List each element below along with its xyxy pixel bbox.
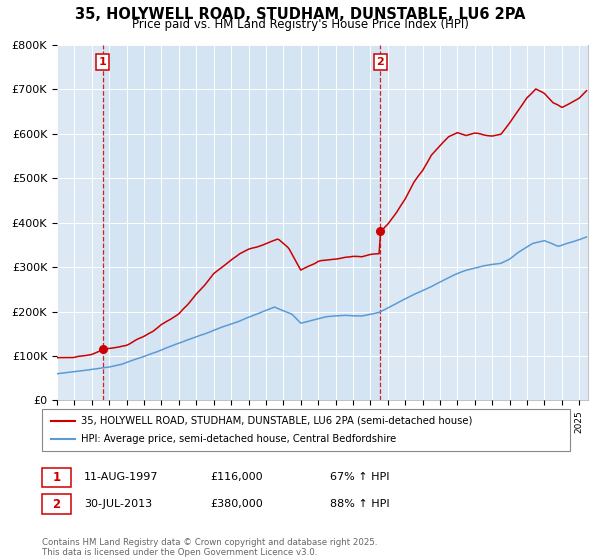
Text: 1: 1 (52, 470, 61, 484)
Text: 2: 2 (52, 497, 61, 511)
Text: 11-AUG-1997: 11-AUG-1997 (84, 472, 158, 482)
Text: Contains HM Land Registry data © Crown copyright and database right 2025.
This d: Contains HM Land Registry data © Crown c… (42, 538, 377, 557)
Text: 88% ↑ HPI: 88% ↑ HPI (330, 499, 389, 509)
Text: 2: 2 (377, 57, 385, 67)
Text: 67% ↑ HPI: 67% ↑ HPI (330, 472, 389, 482)
Text: 1: 1 (99, 57, 106, 67)
Text: £116,000: £116,000 (210, 472, 263, 482)
Text: £380,000: £380,000 (210, 499, 263, 509)
Text: 30-JUL-2013: 30-JUL-2013 (84, 499, 152, 509)
Bar (103, 45, 380, 400)
Text: Price paid vs. HM Land Registry's House Price Index (HPI): Price paid vs. HM Land Registry's House … (131, 18, 469, 31)
Text: HPI: Average price, semi-detached house, Central Bedfordshire: HPI: Average price, semi-detached house,… (81, 434, 396, 444)
Text: 35, HOLYWELL ROAD, STUDHAM, DUNSTABLE, LU6 2PA: 35, HOLYWELL ROAD, STUDHAM, DUNSTABLE, L… (75, 7, 525, 22)
Text: 35, HOLYWELL ROAD, STUDHAM, DUNSTABLE, LU6 2PA (semi-detached house): 35, HOLYWELL ROAD, STUDHAM, DUNSTABLE, L… (81, 416, 472, 426)
